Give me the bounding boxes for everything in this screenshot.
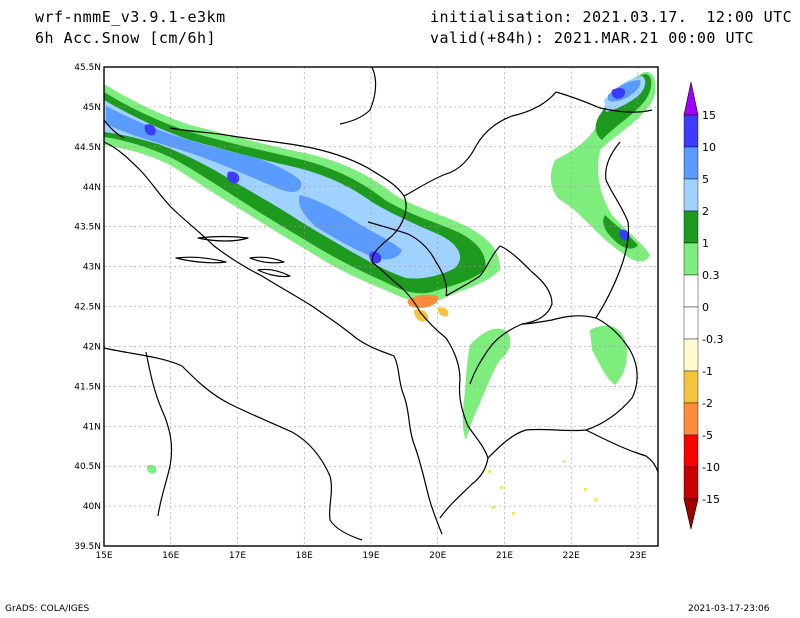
italy-heel	[145, 351, 173, 517]
legend-top-arrow	[683, 81, 699, 116]
legend-swatch	[683, 210, 699, 244]
lon-tick-label: 21E	[496, 551, 513, 561]
lon-tick-label: 20E	[429, 551, 446, 561]
legend-label: 5	[702, 173, 709, 186]
istria-coast	[103, 119, 125, 139]
model-title: wrf-nmmE_v3.9.1-e3km	[35, 8, 226, 26]
legend-swatch	[683, 370, 699, 404]
footer-timestamp: 2021-03-17-23:06	[688, 604, 770, 614]
init-time: initialisation: 2021.03.17. 12:00 UTC	[430, 8, 793, 26]
snow-speck-sw	[146, 464, 157, 474]
snow-core-2	[227, 171, 240, 184]
legend-label: -1	[702, 365, 713, 378]
valid-time: valid(+84h): 2021.MAR.21 00:00 UTC	[430, 29, 755, 47]
lat-tick-labels: 39.5N 40N 40.5N 41N 41.5N 42N 42.5N 43N 43.5N 44N…	[74, 63, 101, 552]
melt-patch-1b	[437, 307, 449, 317]
legend-label: -15	[702, 493, 720, 506]
lat-tick-label: 41N	[83, 422, 101, 432]
legend-label: 2	[702, 205, 709, 218]
color-legend: 15 10 5 2 1 0.3 0 -0.3 -1 -2 -5 -10 -15	[683, 81, 723, 530]
legend-swatch	[683, 338, 699, 372]
border-bulgaria	[595, 141, 630, 319]
island-2	[175, 256, 227, 264]
border-serbia-west	[403, 91, 557, 197]
lat-tick-label: 43N	[83, 263, 101, 273]
snow-core-5	[619, 229, 630, 241]
border-kosovo	[445, 245, 553, 325]
snow-band-light-se	[590, 325, 627, 385]
legend-swatch	[683, 402, 699, 436]
legend-label: -0.3	[702, 333, 723, 346]
lon-tick-label: 19E	[362, 551, 379, 561]
lon-tick-label: 16E	[162, 551, 179, 561]
snow-band-light-east	[550, 71, 656, 262]
legend-label: 15	[702, 109, 716, 122]
lon-tick-label: 22E	[563, 551, 580, 561]
lat-tick-label: 41.5N	[74, 382, 101, 392]
map-border	[103, 66, 659, 547]
legend-swatch	[683, 274, 699, 308]
lon-tick-label: 23E	[629, 551, 646, 561]
italy-coast	[103, 347, 363, 541]
lat-tick-label: 45N	[83, 103, 101, 113]
lat-tick-label: 40.5N	[74, 462, 101, 472]
legend-swatch	[683, 466, 699, 500]
legend-label: -5	[702, 429, 713, 442]
border-north-macedonia	[469, 315, 638, 459]
border-greece	[585, 429, 659, 473]
lat-tick-label: 39.5N	[74, 542, 101, 552]
lat-tick-label: 43.5N	[74, 223, 101, 233]
lat-tick-label: 44.5N	[74, 143, 101, 153]
legend-label: 0.3	[702, 269, 720, 282]
lat-tick-label: 45.5N	[74, 63, 101, 73]
legend-swatch	[683, 114, 699, 148]
legend-bottom-arrow	[683, 498, 699, 530]
border-croatia-bosnia	[169, 127, 407, 263]
lat-tick-label: 42.5N	[74, 303, 101, 313]
legend-swatch	[683, 434, 699, 468]
legend-label: 10	[702, 141, 716, 154]
border-serbia-montenegro	[367, 221, 448, 297]
border-romania	[555, 91, 653, 113]
lat-tick-label: 44N	[83, 183, 101, 193]
snow-band-light-south	[462, 328, 511, 440]
legend-label: -2	[702, 397, 713, 410]
island-1	[197, 235, 249, 242]
lat-lon-grid	[104, 67, 658, 546]
border-bosnia-montenegro	[371, 261, 421, 313]
border-slovenia-croatia	[339, 66, 377, 125]
lon-tick-label: 17E	[229, 551, 246, 561]
lon-tick-label: 15E	[95, 551, 112, 561]
snow-band-10cm	[106, 106, 302, 192]
snow-band-10cm-b	[299, 195, 402, 260]
island-4	[257, 268, 291, 278]
lon-tick-labels: 15E 16E 17E 18E 19E 20E 21E 22E 23E	[95, 551, 646, 561]
legend-label: 0	[702, 301, 709, 314]
legend-swatch	[683, 242, 699, 276]
field-title: 6h Acc.Snow [cm/6h]	[35, 29, 217, 47]
snow-core-1	[144, 124, 156, 136]
island-3	[249, 256, 285, 264]
lon-tick-label: 18E	[296, 551, 313, 561]
legend-label: -10	[702, 461, 720, 474]
legend-swatch	[683, 146, 699, 180]
snow-core-4	[611, 88, 626, 99]
coastlines-borders	[103, 66, 659, 541]
legend-swatch	[683, 178, 699, 212]
footer-software: GrADS: COLA/IGES	[5, 604, 90, 614]
lat-tick-label: 42N	[83, 342, 101, 352]
border-albania	[419, 311, 489, 519]
lat-tick-label: 40N	[83, 502, 101, 512]
legend-swatch	[683, 306, 699, 340]
legend-label: 1	[702, 237, 709, 250]
adriatic-east-coast	[103, 141, 443, 535]
